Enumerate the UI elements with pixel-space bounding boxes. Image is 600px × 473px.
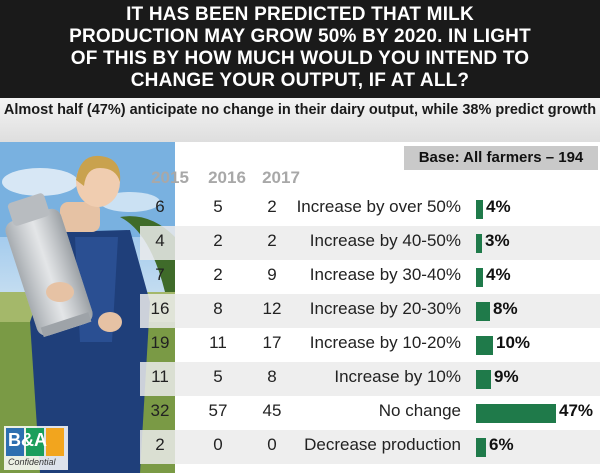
year-header-2016: 2016 xyxy=(208,168,246,187)
category-label: Increase by 30-40% xyxy=(309,265,461,284)
title-line: CHANGE YOUR OUTPUT, IF AT ALL? xyxy=(130,70,470,91)
table-cell-2015: 2 xyxy=(155,435,165,454)
category-label: Increase by 40-50% xyxy=(309,231,461,250)
table-cell-2017: 45 xyxy=(262,401,282,420)
chart-row: 6 5 2 Increase by over 50% 4% xyxy=(140,192,600,226)
chart-row: 19 11 17 Increase by 10-20% 10% xyxy=(140,328,600,362)
bar xyxy=(476,404,556,423)
logo-text: B&A xyxy=(8,430,47,450)
chart-row: 16 8 12 Increase by 20-30% 8% xyxy=(140,294,600,328)
bar xyxy=(476,268,483,287)
chart-row: 32 57 45 No change 47% xyxy=(140,396,600,430)
title-line: PRODUCTION MAY GROW 50% BY 2020. IN LIGH… xyxy=(69,26,531,47)
year-header-2015: 2015 xyxy=(151,168,189,187)
table-cell-2016: 2 xyxy=(213,231,223,250)
table-cell-2015: 32 xyxy=(150,401,170,420)
title-line: OF THIS BY HOW MUCH WOULD YOU INTEND TO xyxy=(70,48,530,69)
table-cell-2016: 0 xyxy=(213,435,223,454)
logo-tagline: Confidential xyxy=(8,457,56,467)
bar xyxy=(476,438,486,457)
table-cell-2017: 2 xyxy=(267,197,277,216)
data-label: 10% xyxy=(496,333,531,352)
bar xyxy=(476,336,493,355)
table-cell-2016: 2 xyxy=(213,265,223,284)
table-cell-2015: 11 xyxy=(151,367,169,386)
table-cell-2017: 9 xyxy=(267,265,277,284)
bar xyxy=(476,234,482,253)
table-cell-2016: 5 xyxy=(213,367,223,386)
table-cell-2017: 8 xyxy=(267,367,277,386)
title-line: IT HAS BEEN PREDICTED THAT MILK xyxy=(126,4,474,25)
table-cell-2015: 16 xyxy=(150,299,170,318)
table-cell-2016: 8 xyxy=(213,299,223,318)
data-label: 3% xyxy=(485,231,510,250)
year-header-2017: 2017 xyxy=(262,168,300,187)
category-label: Increase by 20-30% xyxy=(309,299,461,318)
base-note: Base: All farmers – 194 xyxy=(404,146,598,170)
bar xyxy=(476,302,490,321)
category-label: Increase by over 50% xyxy=(296,197,461,216)
data-label: 4% xyxy=(486,265,511,284)
company-logo: B&A Confidential xyxy=(4,426,68,470)
table-cell-2017: 0 xyxy=(267,435,277,454)
category-label: Decrease production xyxy=(304,435,461,454)
bar xyxy=(476,370,491,389)
table-cell-2017: 17 xyxy=(262,333,282,352)
data-label: 47% xyxy=(559,401,594,420)
table-cell-2016: 5 xyxy=(213,197,223,216)
table-cell-2015: 19 xyxy=(150,333,170,352)
chart-row: 11 5 8 Increase by 10% 9% xyxy=(140,362,600,396)
chart-title: IT HAS BEEN PREDICTED THAT MILK PRODUCTI… xyxy=(0,0,600,98)
table-cell-2015: 7 xyxy=(155,265,165,284)
table-cell-2016: 57 xyxy=(208,401,228,420)
table-cell-2016: 11 xyxy=(209,333,227,352)
table-cell-2017: 2 xyxy=(267,231,277,250)
data-label: 4% xyxy=(486,197,511,216)
data-label: 8% xyxy=(493,299,518,318)
category-label: No change xyxy=(378,401,461,420)
chart-row: 7 2 9 Increase by 30-40% 4% xyxy=(140,260,600,294)
category-label: Increase by 10% xyxy=(334,367,461,386)
table-cell-2015: 6 xyxy=(155,197,165,216)
chart-row: 4 2 2 Increase by 40-50% 3% xyxy=(140,226,600,260)
category-label: Increase by 10-20% xyxy=(309,333,461,352)
table-cell-2017: 12 xyxy=(262,299,282,318)
bar xyxy=(476,200,483,219)
chart-subtitle: Almost half (47%) anticipate no change i… xyxy=(0,98,600,142)
table-cell-2015: 4 xyxy=(155,231,165,250)
data-label: 6% xyxy=(489,435,514,454)
data-label: 9% xyxy=(494,367,519,386)
chart-row: 2 0 0 Decrease production 6% xyxy=(140,430,600,464)
